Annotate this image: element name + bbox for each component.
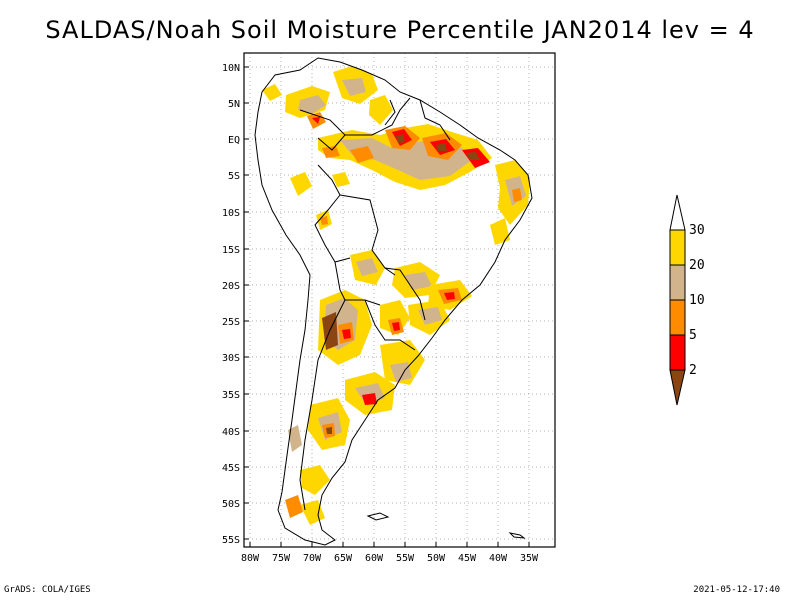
colorbar-lower-triangle — [669, 369, 686, 406]
lat-label: 20S — [222, 281, 240, 292]
country-borders — [254, 57, 533, 546]
colorbar — [669, 194, 686, 406]
lon-label: 60W — [365, 553, 384, 564]
lat-label: 50S — [222, 499, 240, 510]
lat-label: 40S — [222, 427, 240, 438]
lon-label: 50W — [427, 553, 446, 564]
colorbar-label: 30 — [689, 223, 705, 238]
colorbar-label: 5 — [689, 328, 697, 343]
lat-label: 10S — [222, 208, 240, 219]
colorbar-label: 20 — [689, 258, 705, 273]
colorbar-bin — [669, 264, 686, 301]
footer-timestamp: 2021-05-12-17:40 — [693, 585, 780, 595]
colorbar-labels: 2 5 10 20 30 — [689, 223, 705, 378]
lat-label: 45S — [222, 463, 240, 474]
colorbar-bin — [669, 229, 686, 266]
lat-axis-labels: 10N 5N EQ 5S 10S 15S 20S 25S 30S 35S 40S… — [222, 63, 240, 546]
lat-ticks — [244, 66, 249, 540]
lat-label: 30S — [222, 353, 240, 364]
lat-label: 25S — [222, 317, 240, 328]
lon-label: 40W — [489, 553, 508, 564]
lat-label: 10N — [222, 63, 240, 74]
lat-label: 5N — [228, 99, 240, 110]
lat-label: 15S — [222, 245, 240, 256]
lon-label: 45W — [458, 553, 477, 564]
colorbar-upper-triangle — [669, 194, 686, 231]
lat-label: 5S — [228, 171, 240, 182]
map-title: SALDAS/Noah Soil Moisture Percentile JAN… — [45, 16, 755, 44]
lat-label: 35S — [222, 390, 240, 401]
islands — [366, 512, 526, 539]
lat-label: 55S — [222, 535, 240, 546]
map-frame — [243, 52, 556, 548]
lon-label: 80W — [241, 553, 260, 564]
lon-ticks — [249, 542, 530, 547]
lon-label: 75W — [272, 553, 291, 564]
colorbar-label: 2 — [689, 363, 697, 378]
colorbar-bin — [669, 334, 686, 371]
lon-axis-labels: 80W 75W 70W 65W 60W 55W 50W 45W 40W 35W — [241, 553, 539, 564]
footer-credit: GrADS: COLA/IGES — [4, 585, 91, 595]
gridlines — [244, 53, 555, 547]
map-plot-area: 10N 5N EQ 5S 10S 15S 20S 25S 30S 35S 40S… — [222, 52, 556, 564]
lon-label: 65W — [334, 553, 353, 564]
lon-label: 70W — [303, 553, 322, 564]
colorbar-label: 10 — [689, 293, 705, 308]
lon-label: 35W — [520, 553, 539, 564]
lon-label: 55W — [396, 553, 415, 564]
soil-moisture-shading — [262, 66, 530, 525]
colorbar-bin — [669, 299, 686, 336]
lat-label: EQ — [228, 135, 240, 146]
